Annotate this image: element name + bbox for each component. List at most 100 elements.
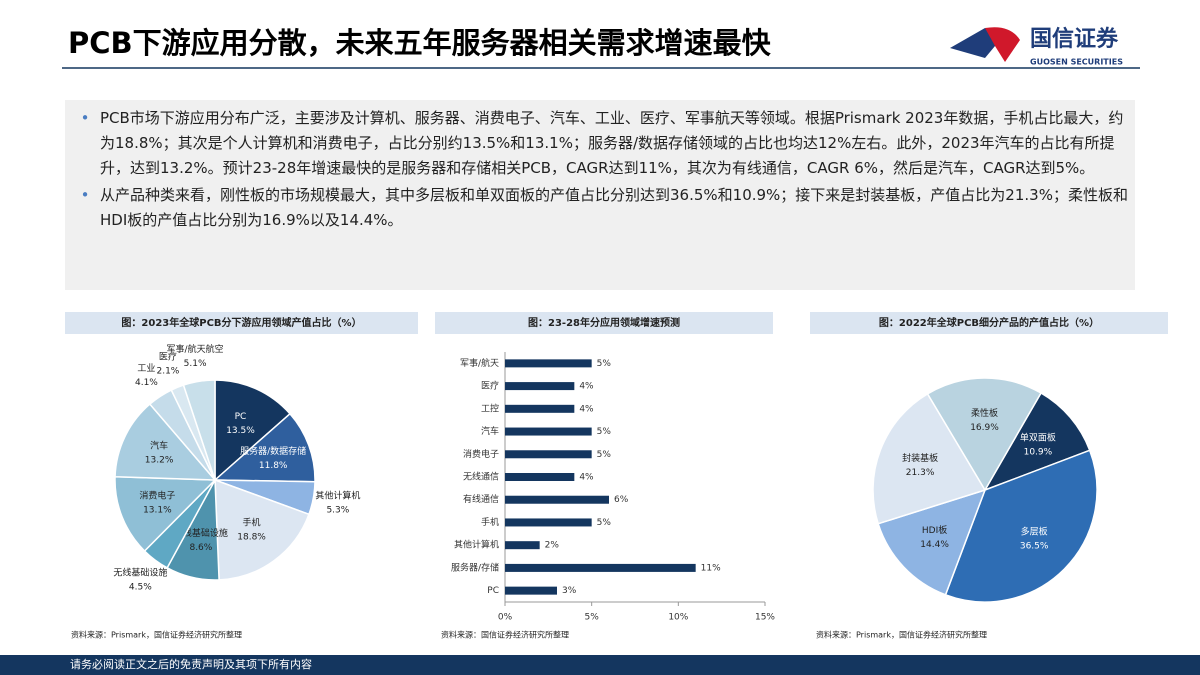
slice-value: 4.1% (135, 378, 158, 388)
bar-label: 4% (579, 382, 594, 392)
bar-label: 4% (579, 473, 594, 483)
slice-value: 18.8% (237, 533, 266, 543)
footer-band (0, 655, 1200, 675)
bullet: • PCB市场下游应用分布广泛，主要涉及计算机、服务器、消费电子、汽车、工业、医疗… (70, 106, 1130, 181)
slice-value: 5.3% (326, 505, 349, 515)
bar (505, 495, 609, 504)
y-tick-label: PC (487, 586, 499, 596)
bullet-text: PCB市场下游应用分布广泛，主要涉及计算机、服务器、消费电子、汽车、工业、医疗、… (100, 109, 1124, 177)
pie-slice (214, 379, 292, 482)
bar (505, 359, 592, 368)
slice-label: 工业 (137, 363, 155, 374)
pie-slice (926, 377, 1043, 492)
bar-label: 4% (579, 404, 594, 414)
bar-label: 5% (597, 450, 612, 460)
bar (505, 382, 575, 391)
x-tick-label: 10% (668, 613, 688, 623)
slice-value: 4.5% (129, 583, 152, 593)
logo-red (985, 27, 1020, 62)
slice-label: 单双面板 (1020, 432, 1056, 444)
slice-value: 16.9% (970, 423, 999, 433)
summary-box (65, 100, 1135, 290)
bar (505, 586, 557, 595)
pie-slice (944, 449, 1098, 603)
slice-value: 13.1% (143, 505, 172, 515)
slice-label: HDI板 (922, 524, 947, 536)
pie-slice (877, 488, 987, 596)
slice-label: 柔性板 (971, 407, 998, 419)
summary: • PCB市场下游应用分布广泛，主要涉及计算机、服务器、消费电子、汽车、工业、医疗… (70, 106, 1130, 229)
slice-label: 其他计算机 (315, 489, 360, 501)
bar (505, 563, 696, 572)
slice-label: 服务器/数据存储 (240, 445, 306, 457)
pie-slice (214, 478, 310, 581)
logo: 国信证券 GUOSEN SECURITIES (950, 26, 1123, 67)
bar-label: 3% (562, 586, 577, 596)
chart-title: 图：23-28年分应用领域增速预测 (528, 316, 680, 329)
bar-label: 6% (614, 495, 629, 505)
slice-value: 14.4% (920, 540, 949, 550)
y-tick-label: 医疗 (481, 380, 499, 392)
y-tick-label: 手机 (481, 516, 499, 528)
pie-slice (213, 412, 316, 483)
x-tick-label: 15% (755, 613, 775, 623)
chart-title-band (810, 312, 1168, 334)
bar (505, 518, 592, 527)
bar-label: 5% (597, 427, 612, 437)
bar (505, 450, 592, 459)
logo-sub: GUOSEN SECURITIES (1030, 58, 1123, 67)
slice-label: 手机 (243, 517, 261, 529)
chart-title-band (65, 312, 418, 334)
slice-label: 无线基础设施 (113, 567, 167, 579)
bar (505, 427, 592, 436)
slice-value: 8.6% (189, 543, 212, 553)
slice-label: 多层板 (1021, 526, 1048, 538)
slice-label: PC (235, 412, 247, 422)
slice-value: 2.1% (156, 367, 179, 377)
slide-title: PCB下游应用分散，未来五年服务器相关需求增速最快 (68, 26, 772, 60)
slice-value: 11.8% (259, 461, 288, 471)
pie-slice (872, 392, 987, 525)
chart-title-band (435, 312, 773, 334)
slice-label: 汽车 (150, 440, 168, 452)
slice-label: 消费电子 (139, 489, 175, 501)
bar (505, 541, 540, 550)
y-tick-label: 汽车 (481, 425, 499, 437)
y-tick-label: 其他计算机 (454, 539, 499, 551)
y-tick-label: 服务器/存储 (451, 561, 499, 573)
pie-slice (983, 391, 1091, 492)
y-tick-label: 有线通信 (463, 493, 499, 505)
pie-slice (114, 475, 217, 553)
slice-value: 21.3% (906, 468, 935, 478)
slice-label: 医疗 (159, 351, 177, 363)
y-tick-label: 消费电子 (463, 448, 499, 460)
chart-source: 资料来源：Prismark，国信证券经济研究所整理 (816, 630, 987, 640)
logo-blue (950, 28, 1000, 58)
pie-slice (182, 379, 216, 481)
slice-value: 36.5% (1020, 542, 1049, 552)
chart-title: 图：2022年全球PCB细分产品的产值占比（%） (879, 316, 1099, 329)
slice-label: 军事/航天航空 (167, 343, 224, 355)
slice-value: 10.9% (1024, 448, 1053, 458)
x-tick-label: 0% (498, 613, 513, 623)
footer-text: 请务必阅读正文之后的免责声明及其项下所有内容 (70, 657, 312, 671)
y-tick-label: 军事/航天 (460, 357, 499, 369)
chart-source: 资料来源：国信证券经济研究所整理 (441, 630, 569, 640)
slice-value: 13.2% (145, 456, 174, 466)
y-tick-label: 工控 (481, 402, 499, 414)
logo-name: 国信证券 (1030, 26, 1119, 52)
bar (505, 404, 575, 413)
bar (505, 473, 575, 481)
slice-value: 5.1% (184, 359, 207, 369)
chart-source: 资料来源：Prismark，国信证券经济研究所整理 (71, 630, 242, 640)
bar-label: 11% (701, 563, 721, 573)
bar-label: 2% (545, 541, 560, 551)
pie-slice (114, 403, 217, 481)
bullet-text: 从产品种类来看，刚性板的市场规模最大，其中多层板和单双面板的产值占比分别达到36… (100, 186, 1128, 229)
slice-value: 13.5% (226, 426, 255, 436)
x-tick-label: 5% (585, 613, 600, 623)
bar-label: 5% (597, 518, 612, 528)
slice-label: 封装基板 (902, 452, 938, 464)
bar-label: 5% (597, 359, 612, 369)
